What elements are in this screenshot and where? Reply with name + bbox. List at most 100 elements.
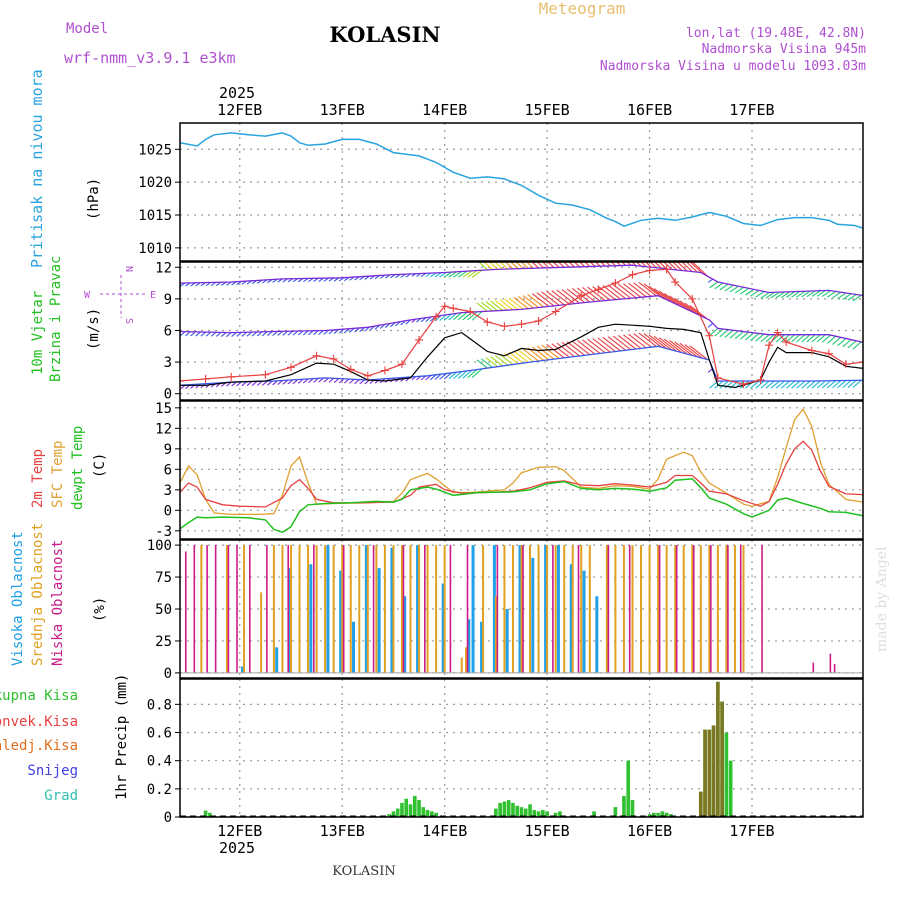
ytick-label: 0.4	[147, 754, 172, 770]
model-name: wrf-nmm_v3.9.1 e3km	[64, 49, 236, 67]
precip-total-bar	[425, 809, 430, 817]
wind-barb	[287, 330, 294, 336]
gust-marker	[671, 278, 680, 287]
wind-barb	[852, 341, 862, 350]
wind-barb	[272, 380, 278, 386]
wind-barb	[546, 343, 565, 359]
ytick-label: 15	[155, 401, 172, 417]
gust-marker	[329, 354, 338, 363]
gust-marker	[611, 279, 620, 288]
wind-barb	[256, 380, 263, 386]
wind-barb	[439, 271, 447, 278]
wind-barb	[739, 287, 749, 295]
precip-total-bar	[652, 812, 656, 817]
date-label-bottom-17feb: 17FEB	[729, 822, 774, 840]
wind-barb	[719, 329, 729, 338]
wind-barb	[801, 334, 811, 343]
wind-barb	[292, 330, 299, 336]
wind-barb	[231, 381, 237, 387]
wind-barb	[775, 334, 785, 343]
wind-barb	[644, 262, 652, 268]
panel-data-clouds	[180, 545, 863, 674]
pressure-line	[180, 132, 863, 229]
wind-barb	[837, 338, 847, 347]
gust-marker	[628, 270, 637, 279]
wind-barb	[541, 291, 560, 306]
gust-marker	[739, 380, 748, 389]
wind-barb	[185, 331, 191, 337]
wind-barb	[750, 289, 760, 297]
wind-barb	[612, 284, 632, 299]
precip-total-bar	[494, 808, 498, 817]
precip-total-bar	[387, 814, 391, 817]
precip-total-bar	[592, 811, 596, 817]
wind-barb	[724, 329, 734, 338]
date-label-top-13feb: 13FEB	[320, 101, 365, 119]
wind-barb	[527, 294, 545, 308]
wind-barb	[508, 351, 524, 364]
precip-total-bar	[421, 807, 426, 817]
wind-barb	[241, 331, 247, 337]
ytick-label: 1015	[138, 208, 172, 224]
wind-barb	[760, 380, 770, 389]
gust-marker	[756, 375, 765, 384]
gust-marker	[466, 307, 475, 316]
wind-barb	[745, 332, 755, 341]
unit-precip: 1hr Precip (mm)	[114, 674, 130, 800]
wind-barb-row-line	[180, 345, 863, 386]
wind-barb	[827, 380, 837, 389]
wind-barb	[811, 290, 821, 297]
ytick-label: 0.8	[147, 697, 172, 713]
precip-total-bar	[519, 807, 524, 817]
wind-barb	[806, 290, 816, 298]
wind-barb	[707, 278, 714, 283]
wind-barb	[663, 262, 673, 270]
precip-total-bar	[434, 812, 438, 817]
wind-barb	[349, 378, 355, 384]
wind-barb	[602, 285, 621, 300]
wind-barb	[462, 369, 473, 379]
wind-barb	[499, 299, 514, 311]
wind-barb	[811, 334, 821, 343]
wind-barb	[770, 291, 780, 299]
wind-barb	[760, 292, 770, 299]
wind-barb	[821, 290, 831, 297]
wind-barb	[658, 290, 678, 306]
panel-data-wind	[180, 262, 863, 390]
precip-legend-0: Ukupna Kisa	[0, 688, 78, 704]
wind-barb	[633, 282, 652, 297]
wind-barb	[557, 262, 565, 268]
wind-barb	[847, 294, 857, 301]
wind-barb	[648, 334, 667, 349]
compass-cross	[100, 275, 146, 318]
dewpoint-line	[180, 478, 863, 534]
wind-barb	[755, 380, 765, 389]
wind-barb	[251, 381, 258, 386]
wind-barb	[623, 283, 642, 298]
precip-legend-1: Konvek.Kisa	[0, 714, 78, 730]
wind-barb	[635, 262, 642, 267]
wind-barb	[354, 379, 360, 385]
precip-legend-4: Grad	[44, 788, 78, 804]
ylabel-high-cloud: Visoka Oblacnost	[10, 531, 26, 666]
precip-total-bar	[558, 811, 562, 817]
wind-barb	[664, 292, 683, 308]
wind-barb	[796, 334, 806, 343]
gust-marker	[363, 371, 372, 380]
wind-barb	[837, 292, 847, 300]
gust-marker	[397, 360, 406, 369]
wind-barb	[443, 313, 452, 321]
wind-barb	[261, 380, 268, 386]
wind-barb	[709, 281, 719, 289]
ytick-label: 3	[164, 355, 172, 371]
wind-barb-row-line	[180, 295, 863, 343]
wind-barb	[669, 339, 688, 355]
ylabel-dewpt-temp: dewpt Temp	[70, 426, 86, 510]
ytick-label: 0	[164, 810, 172, 826]
wind-barb	[775, 291, 785, 299]
wind-barb	[221, 332, 227, 337]
panel-data-temperature	[180, 408, 863, 534]
wind-barb	[623, 334, 642, 349]
gust-marker	[662, 265, 671, 274]
precip-total-bar	[532, 809, 537, 817]
